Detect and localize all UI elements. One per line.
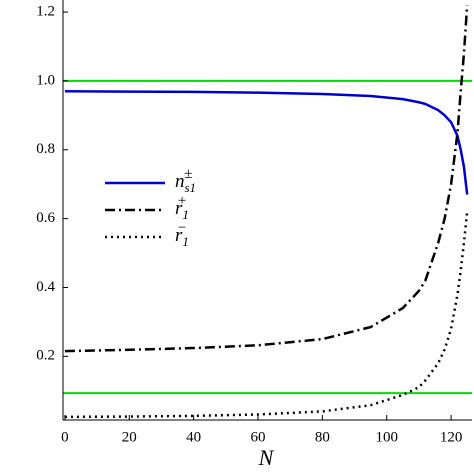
x-tick-label: 60 <box>251 429 266 445</box>
legend-sup: ± <box>184 166 192 182</box>
x-tick-label: 120 <box>440 429 463 445</box>
x-tick-label: 0 <box>61 429 69 445</box>
y-tick-label: 0.2 <box>36 348 55 364</box>
legend-name: r <box>175 225 183 246</box>
data-line <box>64 5 469 353</box>
legend-sub: s1 <box>185 180 197 195</box>
legend-label: r1− <box>175 220 189 249</box>
legend-label: r1+ <box>175 193 189 222</box>
y-tick-label: 0.6 <box>36 210 55 226</box>
y-tick-label: 0.4 <box>36 279 55 295</box>
x-tick-label: 80 <box>315 429 330 445</box>
data-line <box>64 211 469 419</box>
x-axis-label: N <box>258 445 275 470</box>
x-tick-label: 40 <box>186 429 201 445</box>
y-tick-label: 0.8 <box>36 141 55 157</box>
x-tick-label: 20 <box>122 429 137 445</box>
legend-name: n <box>175 171 185 192</box>
y-tick-label: 1.0 <box>36 72 55 88</box>
legend-sup: + <box>177 193 187 209</box>
legend-sub: 1 <box>182 207 189 222</box>
y-tick-label: 1.2 <box>36 3 55 19</box>
data-line <box>64 89 469 195</box>
legend-sup: − <box>177 220 187 236</box>
legend-sub: 1 <box>182 234 189 249</box>
legend-label: ns1± <box>175 166 196 195</box>
x-tick-label: 100 <box>375 429 398 445</box>
legend-name: r <box>175 198 183 219</box>
